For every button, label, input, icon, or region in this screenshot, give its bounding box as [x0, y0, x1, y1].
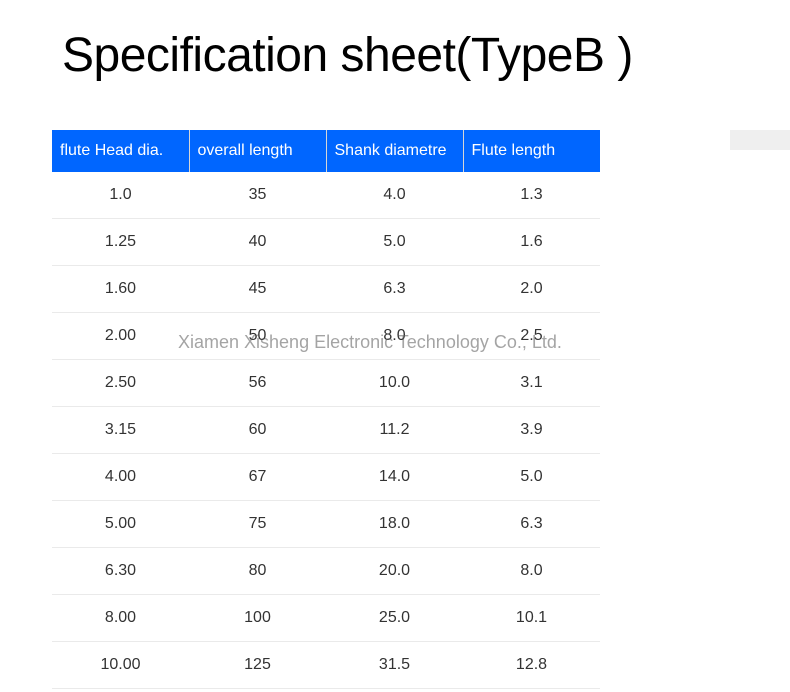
table-cell: 31.5 [326, 642, 463, 689]
table-cell: 5.00 [52, 501, 189, 548]
col-header: Flute length [463, 130, 600, 172]
table-cell: 2.00 [52, 313, 189, 360]
table-cell: 35 [189, 172, 326, 219]
table-cell: 10.1 [463, 595, 600, 642]
col-header: Shank diametre [326, 130, 463, 172]
page-title: Specification sheet(TypeB ) [62, 28, 633, 83]
table-cell: 1.25 [52, 219, 189, 266]
table-cell: 1.3 [463, 172, 600, 219]
table-row: 5.007518.06.3 [52, 501, 600, 548]
table-row: 8.0010025.010.1 [52, 595, 600, 642]
table-cell: 2.0 [463, 266, 600, 313]
table-cell: 18.0 [326, 501, 463, 548]
table-cell: 11.2 [326, 407, 463, 454]
table-cell: 2.5 [463, 313, 600, 360]
table-body: 1.0354.01.31.25405.01.61.60456.32.02.005… [52, 172, 600, 689]
table-cell: 1.60 [52, 266, 189, 313]
table-cell: 2.50 [52, 360, 189, 407]
table-row: 2.505610.03.1 [52, 360, 600, 407]
table-cell: 75 [189, 501, 326, 548]
table-cell: 56 [189, 360, 326, 407]
table-cell: 4.0 [326, 172, 463, 219]
table-cell: 60 [189, 407, 326, 454]
table-cell: 8.00 [52, 595, 189, 642]
table-row: 2.00508.02.5 [52, 313, 600, 360]
table-cell: 14.0 [326, 454, 463, 501]
table-row: 1.25405.01.6 [52, 219, 600, 266]
table-row: 10.0012531.512.8 [52, 642, 600, 689]
table-cell: 6.30 [52, 548, 189, 595]
spec-table: flute Head dia. overall length Shank dia… [52, 130, 600, 689]
table-cell: 5.0 [463, 454, 600, 501]
table-row: 4.006714.05.0 [52, 454, 600, 501]
table-cell: 67 [189, 454, 326, 501]
col-header: flute Head dia. [52, 130, 189, 172]
table-cell: 3.1 [463, 360, 600, 407]
table-cell: 3.9 [463, 407, 600, 454]
table-row: 6.308020.08.0 [52, 548, 600, 595]
table-cell: 1.0 [52, 172, 189, 219]
table-cell: 45 [189, 266, 326, 313]
table-cell: 40 [189, 219, 326, 266]
table-row: 3.156011.23.9 [52, 407, 600, 454]
table-cell: 5.0 [326, 219, 463, 266]
spec-table-container: flute Head dia. overall length Shank dia… [52, 130, 600, 689]
table-cell: 25.0 [326, 595, 463, 642]
table-cell: 6.3 [463, 501, 600, 548]
table-row: 1.60456.32.0 [52, 266, 600, 313]
table-cell: 4.00 [52, 454, 189, 501]
table-cell: 6.3 [326, 266, 463, 313]
table-cell: 125 [189, 642, 326, 689]
table-cell: 10.00 [52, 642, 189, 689]
table-cell: 8.0 [463, 548, 600, 595]
table-row: 1.0354.01.3 [52, 172, 600, 219]
table-cell: 50 [189, 313, 326, 360]
decorative-block [730, 130, 790, 150]
table-cell: 8.0 [326, 313, 463, 360]
table-cell: 1.6 [463, 219, 600, 266]
table-cell: 12.8 [463, 642, 600, 689]
table-cell: 80 [189, 548, 326, 595]
table-cell: 3.15 [52, 407, 189, 454]
table-header-row: flute Head dia. overall length Shank dia… [52, 130, 600, 172]
table-cell: 10.0 [326, 360, 463, 407]
table-cell: 20.0 [326, 548, 463, 595]
col-header: overall length [189, 130, 326, 172]
table-cell: 100 [189, 595, 326, 642]
